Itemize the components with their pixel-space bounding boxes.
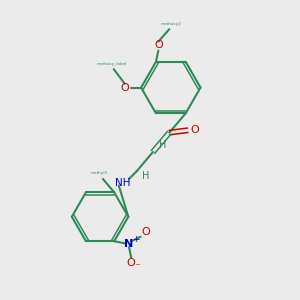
Text: O: O [120,82,129,93]
Text: methyl3: methyl3 [91,171,108,175]
Text: O: O [127,258,136,268]
Text: O: O [190,125,199,135]
Text: methoxy_label: methoxy_label [96,62,127,66]
Text: NH: NH [116,178,131,188]
Text: H: H [159,140,166,150]
Text: ⁻: ⁻ [135,262,141,272]
Text: O: O [154,40,163,50]
Text: O: O [142,227,150,237]
Text: H: H [142,171,149,181]
Text: N: N [124,239,134,249]
Text: methoxy2: methoxy2 [161,22,182,26]
Text: +: + [132,235,140,244]
